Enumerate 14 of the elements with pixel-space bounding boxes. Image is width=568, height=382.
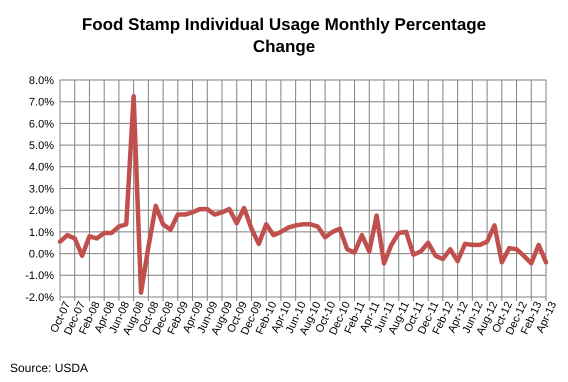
y-tick-label: -1.0% (25, 270, 54, 282)
y-tick-label: 6.0% (28, 118, 54, 130)
y-tick-label: 7.0% (28, 96, 54, 109)
source-note: Source: USDA (10, 361, 88, 375)
y-tick-label: 3.0% (28, 183, 54, 196)
line-series (58, 94, 548, 295)
y-tick-label: 4.0% (28, 162, 54, 174)
chart-title: Food Stamp Individual Usage Monthly Percentage Change (82, 15, 486, 56)
y-tick-label: 1.0% (28, 226, 54, 239)
y-tick-label: 8.0% (28, 74, 54, 87)
y-tick-label: 0.0% (28, 248, 54, 260)
y-tick-label: -2.0% (25, 292, 54, 304)
y-tick-label: 2.0% (28, 205, 54, 218)
y-tick-label: 5.0% (28, 140, 54, 152)
